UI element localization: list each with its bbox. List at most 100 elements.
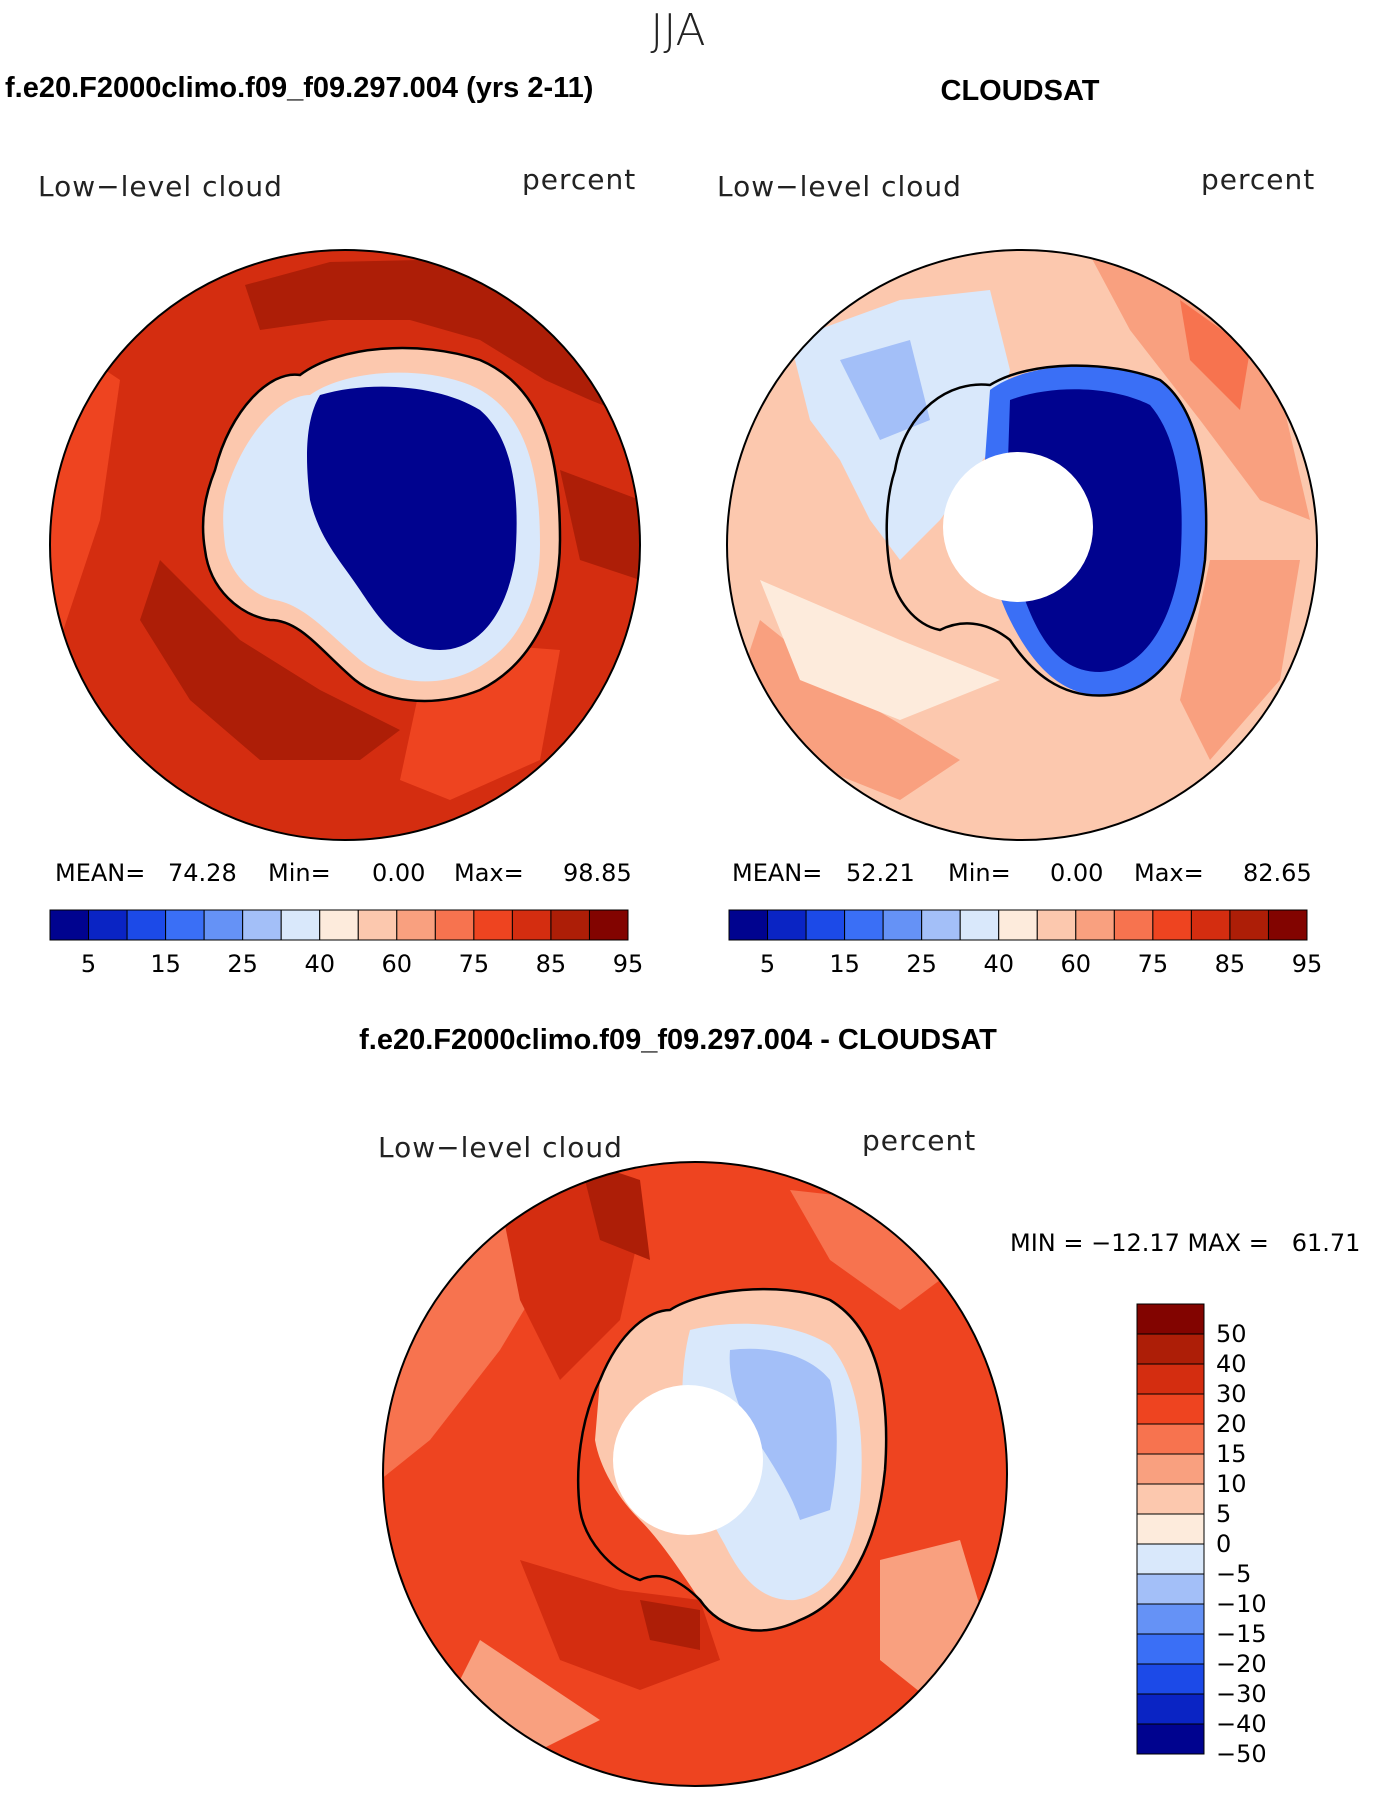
obs-colorbar-tick-label: 85	[1215, 950, 1246, 978]
obs-higher-cloud-region	[1090, 255, 1310, 520]
model-high-cloud-region	[560, 470, 640, 580]
model-colorbar-tick-label: 40	[304, 950, 335, 978]
model-colorbar-swatch	[396, 909, 436, 941]
obs-colorbar-tick-label: 40	[983, 950, 1014, 978]
model-colorbar-tick-label: 15	[150, 950, 181, 978]
model-colorbar-swatch	[88, 909, 128, 941]
obs-colorbar-swatch	[1190, 909, 1231, 941]
model-max-value: 98.85	[563, 859, 632, 887]
obs-colorbar-swatch	[1075, 909, 1115, 941]
obs-panel-title: CLOUDSAT	[941, 75, 1100, 107]
obs-min-label: Min=	[948, 859, 1011, 887]
obs-map	[727, 250, 1317, 840]
obs-colorbar-tick-label: 60	[1061, 950, 1092, 978]
obs-missing-polar-cap	[943, 452, 1093, 602]
diff-coastline	[576, 1287, 888, 1632]
obs-colorbar-swatch	[844, 909, 884, 941]
obs-colorbar-tick-label: 25	[906, 950, 937, 978]
obs-colorbar-tick-label: 75	[1138, 950, 1169, 978]
diff-high-bias-region	[580, 1162, 650, 1260]
season-title: JJA	[650, 5, 705, 56]
diff-colorbar-tick-label: −30	[1216, 1680, 1267, 1708]
model-colorbar-tick-label: 95	[613, 950, 644, 978]
obs-min-value: 0.00	[1050, 859, 1103, 887]
diff-colorbar-tick-label: −40	[1216, 1710, 1267, 1738]
model-colorbar-tick-label: 75	[459, 950, 490, 978]
obs-colorbar-tick-label: 5	[760, 950, 775, 978]
diff-colorbar-tick-label: 20	[1216, 1410, 1247, 1438]
model-map	[50, 250, 640, 840]
obs-mean-label: MEAN=	[732, 859, 822, 887]
obs-colorbar: 5 15 25 40 60 75 85 95	[728, 909, 1323, 978]
diff-colorbar-swatch	[1136, 1303, 1205, 1335]
model-map-border	[49, 249, 641, 841]
obs-higher-cloud-region	[1180, 560, 1300, 760]
model-colorbar-swatch	[550, 909, 590, 941]
diff-colorbar-tick-label: −5	[1216, 1560, 1251, 1588]
diff-colorbar-swatch	[1136, 1633, 1205, 1665]
model-min-value: 0.00	[372, 859, 425, 887]
model-min-label: Min=	[268, 859, 331, 887]
obs-colorbar-swatch	[959, 909, 1000, 941]
diff-missing-polar-cap	[613, 1385, 763, 1535]
diff-colorbar-tick-label: −10	[1216, 1590, 1267, 1618]
model-units-label: percent	[522, 163, 636, 196]
diff-colorbar-tick-label: 30	[1216, 1380, 1247, 1408]
diff-colorbar-swatch	[1136, 1543, 1205, 1575]
model-colorbar-swatch	[203, 909, 244, 941]
diff-colorbar-swatch	[1136, 1363, 1205, 1395]
obs-field-label: Low−level cloud	[717, 170, 962, 203]
diff-colorbar-swatch	[1136, 1573, 1205, 1605]
obs-max-label: Max=	[1134, 859, 1204, 887]
diff-colorbar-tick-label: 15	[1216, 1440, 1247, 1468]
obs-colorbar-swatch	[728, 909, 769, 941]
model-colorbar-tick-label: 5	[81, 950, 96, 978]
obs-colorbar-swatch	[1036, 909, 1077, 941]
model-colorbar-swatch	[511, 909, 552, 941]
obs-mean-value: 52.21	[846, 859, 915, 887]
diff-colorbar-tick-label: 40	[1216, 1350, 1247, 1378]
model-mean-label: MEAN=	[55, 859, 145, 887]
obs-colorbar-tick-label: 95	[1292, 950, 1323, 978]
diff-colorbar-swatch	[1136, 1393, 1205, 1425]
diff-colorbar-tick-label: 10	[1216, 1470, 1247, 1498]
diff-colorbar-swatch	[1136, 1453, 1205, 1485]
obs-colorbar-swatch	[998, 909, 1038, 941]
model-colorbar: 5 15 25 40 60 75 85 95	[49, 909, 644, 978]
diff-colorbar-tick-label: −15	[1216, 1620, 1267, 1648]
obs-colorbar-swatch	[767, 909, 807, 941]
diff-colorbar-swatch	[1136, 1483, 1205, 1515]
obs-colorbar-swatch	[1229, 909, 1269, 941]
model-colorbar-swatch	[165, 909, 205, 941]
diff-colorbar-tick-label: 0	[1216, 1530, 1231, 1558]
obs-peak-cloud-region	[1180, 300, 1250, 410]
model-colorbar-swatch	[126, 909, 167, 941]
obs-colorbar-swatch	[1113, 909, 1154, 941]
diff-high-bias-region	[640, 1600, 700, 1650]
model-colorbar-tick-label: 25	[227, 950, 258, 978]
diff-colorbar-tick-label: −20	[1216, 1650, 1267, 1678]
diff-panel-title: f.e20.F2000climo.f09_f09.297.004 - CLOUD…	[359, 1024, 997, 1056]
diff-minmax-label: MIN = −12.17 MAX = 61.71	[1010, 1229, 1360, 1257]
obs-colorbar-swatch	[921, 909, 961, 941]
obs-colorbar-swatch	[1267, 909, 1308, 941]
model-mean-value: 74.28	[168, 859, 237, 887]
model-colorbar-swatch	[319, 909, 359, 941]
obs-colorbar-tick-label: 15	[829, 950, 860, 978]
model-colorbar-tick-label: 85	[536, 950, 567, 978]
model-colorbar-swatch	[280, 909, 321, 941]
model-colorbar-swatch	[357, 909, 398, 941]
model-colorbar-swatch	[242, 909, 282, 941]
diff-colorbar-swatch	[1136, 1513, 1205, 1545]
diff-colorbar-tick-label: 5	[1216, 1500, 1231, 1528]
obs-colorbar-swatch	[882, 909, 923, 941]
diff-high-bias-region	[520, 1560, 720, 1690]
diff-colorbar-swatch	[1136, 1603, 1205, 1635]
model-coastline	[201, 346, 562, 703]
diff-colorbar-tick-label: 50	[1216, 1320, 1247, 1348]
model-colorbar-swatch	[473, 909, 513, 941]
model-max-label: Max=	[454, 859, 524, 887]
obs-stats: MEAN= 52.21 Min= 0.00 Max= 82.65	[732, 859, 1312, 887]
obs-map-border	[726, 249, 1318, 841]
diff-colorbar-swatch	[1136, 1723, 1205, 1755]
